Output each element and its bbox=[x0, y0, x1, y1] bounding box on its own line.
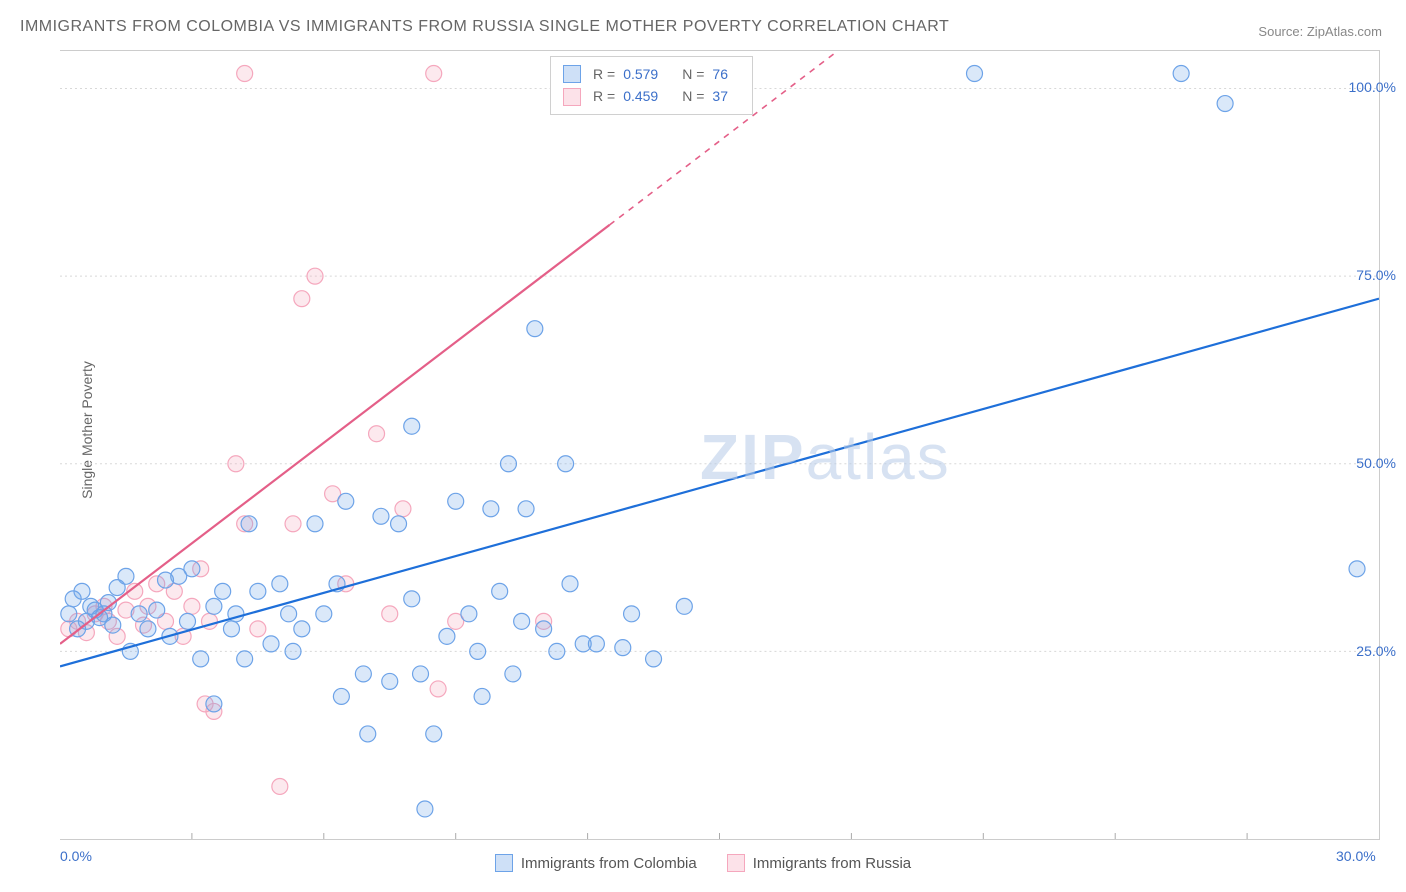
legend-swatch-russia-icon bbox=[727, 854, 745, 872]
legend-swatch-colombia-icon bbox=[495, 854, 513, 872]
r-value-russia: 0.459 bbox=[623, 85, 658, 107]
n-value-russia: 37 bbox=[712, 85, 728, 107]
y-tick-label: 50.0% bbox=[1356, 455, 1396, 471]
n-label: N = bbox=[682, 85, 704, 107]
legend-label-russia: Immigrants from Russia bbox=[753, 855, 911, 872]
r-label: R = bbox=[593, 63, 615, 85]
x-tick-label: 0.0% bbox=[60, 848, 92, 864]
x-tick-label: 30.0% bbox=[1336, 848, 1376, 864]
n-label: N = bbox=[682, 63, 704, 85]
legend-item-russia: Immigrants from Russia bbox=[727, 854, 911, 872]
r-value-colombia: 0.579 bbox=[623, 63, 658, 85]
legend-swatch-russia bbox=[563, 88, 581, 106]
legend-correlation-box: R = 0.579 N = 76 R = 0.459 N = 37 bbox=[550, 56, 753, 115]
y-tick-label: 100.0% bbox=[1349, 79, 1396, 95]
y-tick-label: 25.0% bbox=[1356, 643, 1396, 659]
plot-area bbox=[60, 50, 1380, 840]
chart-title: IMMIGRANTS FROM COLOMBIA VS IMMIGRANTS F… bbox=[20, 18, 949, 36]
source-label: Source: bbox=[1258, 24, 1303, 39]
legend-row-colombia: R = 0.579 N = 76 bbox=[563, 63, 740, 85]
legend-label-colombia: Immigrants from Colombia bbox=[521, 855, 697, 872]
legend-item-colombia: Immigrants from Colombia bbox=[495, 854, 697, 872]
source-link[interactable]: ZipAtlas.com bbox=[1307, 24, 1382, 39]
legend-swatch-colombia bbox=[563, 65, 581, 83]
y-tick-label: 75.0% bbox=[1356, 267, 1396, 283]
n-value-colombia: 76 bbox=[712, 63, 728, 85]
source-attribution: Source: ZipAtlas.com bbox=[1258, 24, 1382, 39]
legend-series: Immigrants from Colombia Immigrants from… bbox=[0, 854, 1406, 872]
r-label: R = bbox=[593, 85, 615, 107]
legend-row-russia: R = 0.459 N = 37 bbox=[563, 85, 740, 107]
chart-svg bbox=[60, 51, 1379, 839]
